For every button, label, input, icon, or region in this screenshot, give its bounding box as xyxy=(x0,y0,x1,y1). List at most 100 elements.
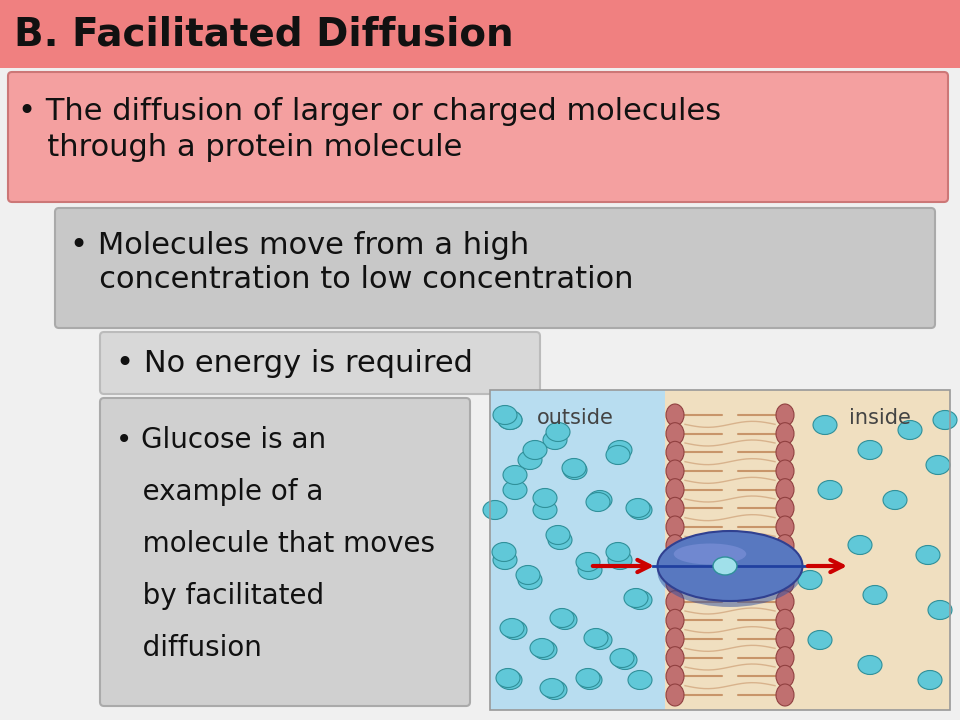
Ellipse shape xyxy=(584,629,608,647)
Ellipse shape xyxy=(776,665,794,688)
Ellipse shape xyxy=(858,655,882,675)
Text: B. Facilitated Diffusion: B. Facilitated Diffusion xyxy=(14,15,514,53)
Ellipse shape xyxy=(776,423,794,445)
Ellipse shape xyxy=(550,608,574,628)
Ellipse shape xyxy=(518,570,542,590)
Text: concentration to low concentration: concentration to low concentration xyxy=(70,266,634,294)
Ellipse shape xyxy=(933,410,957,430)
Ellipse shape xyxy=(848,536,872,554)
Ellipse shape xyxy=(863,585,887,605)
FancyBboxPatch shape xyxy=(55,208,935,328)
Ellipse shape xyxy=(776,498,794,519)
Ellipse shape xyxy=(798,570,822,590)
Ellipse shape xyxy=(813,415,837,434)
Ellipse shape xyxy=(666,423,684,445)
Ellipse shape xyxy=(562,459,586,477)
Bar xyxy=(795,390,950,710)
Ellipse shape xyxy=(608,551,632,570)
Ellipse shape xyxy=(776,590,794,613)
Ellipse shape xyxy=(493,405,517,425)
Ellipse shape xyxy=(666,647,684,669)
Ellipse shape xyxy=(546,526,570,544)
Ellipse shape xyxy=(516,565,540,585)
Ellipse shape xyxy=(498,410,522,430)
Ellipse shape xyxy=(610,649,634,667)
Ellipse shape xyxy=(493,551,517,570)
Ellipse shape xyxy=(606,542,630,562)
Ellipse shape xyxy=(588,490,612,510)
Text: through a protein molecule: through a protein molecule xyxy=(18,133,463,163)
Text: • No energy is required: • No energy is required xyxy=(116,348,473,377)
Ellipse shape xyxy=(666,404,684,426)
Ellipse shape xyxy=(666,684,684,706)
Ellipse shape xyxy=(503,480,527,500)
Ellipse shape xyxy=(503,621,527,639)
Ellipse shape xyxy=(818,480,842,500)
Ellipse shape xyxy=(883,490,907,510)
Ellipse shape xyxy=(628,670,652,690)
Ellipse shape xyxy=(776,647,794,669)
Ellipse shape xyxy=(666,498,684,519)
Ellipse shape xyxy=(483,500,507,520)
FancyBboxPatch shape xyxy=(100,332,540,394)
Ellipse shape xyxy=(666,460,684,482)
Ellipse shape xyxy=(666,554,684,575)
Bar xyxy=(0,0,960,68)
Text: example of a: example of a xyxy=(116,478,324,506)
Ellipse shape xyxy=(666,609,684,631)
Ellipse shape xyxy=(666,572,684,594)
Ellipse shape xyxy=(608,441,632,459)
Ellipse shape xyxy=(613,650,637,670)
Text: • The diffusion of larger or charged molecules: • The diffusion of larger or charged mol… xyxy=(18,97,721,127)
Ellipse shape xyxy=(808,631,832,649)
Ellipse shape xyxy=(918,670,942,690)
Text: diffusion: diffusion xyxy=(116,634,262,662)
Bar xyxy=(665,390,795,710)
Ellipse shape xyxy=(533,500,557,520)
Ellipse shape xyxy=(776,554,794,575)
Ellipse shape xyxy=(563,461,587,480)
Ellipse shape xyxy=(533,488,557,508)
Ellipse shape xyxy=(776,460,794,482)
Ellipse shape xyxy=(540,678,564,698)
Ellipse shape xyxy=(553,611,577,629)
Bar xyxy=(490,390,665,710)
Ellipse shape xyxy=(523,441,547,459)
Ellipse shape xyxy=(926,456,950,474)
Text: • Molecules move from a high: • Molecules move from a high xyxy=(70,230,529,259)
Ellipse shape xyxy=(503,466,527,485)
Ellipse shape xyxy=(666,535,684,557)
Ellipse shape xyxy=(666,516,684,538)
Ellipse shape xyxy=(776,479,794,500)
Ellipse shape xyxy=(776,572,794,594)
FancyBboxPatch shape xyxy=(8,72,948,202)
Text: outside: outside xyxy=(537,408,613,428)
Text: • Glucose is an: • Glucose is an xyxy=(116,426,326,454)
Ellipse shape xyxy=(916,546,940,564)
Ellipse shape xyxy=(533,641,557,660)
Ellipse shape xyxy=(578,560,602,580)
Ellipse shape xyxy=(776,628,794,650)
Ellipse shape xyxy=(858,441,882,459)
FancyBboxPatch shape xyxy=(100,398,470,706)
Ellipse shape xyxy=(498,410,522,430)
Ellipse shape xyxy=(776,441,794,464)
Ellipse shape xyxy=(576,552,600,572)
Ellipse shape xyxy=(713,557,737,575)
Ellipse shape xyxy=(606,446,630,464)
Ellipse shape xyxy=(548,531,572,549)
Text: molecule that moves: molecule that moves xyxy=(116,530,435,558)
Ellipse shape xyxy=(776,684,794,706)
Ellipse shape xyxy=(628,590,652,610)
Ellipse shape xyxy=(666,441,684,464)
Ellipse shape xyxy=(776,535,794,557)
Bar xyxy=(490,390,950,710)
Text: by facilitated: by facilitated xyxy=(116,582,324,610)
Ellipse shape xyxy=(543,680,567,700)
Ellipse shape xyxy=(928,600,952,619)
Ellipse shape xyxy=(666,590,684,613)
Ellipse shape xyxy=(628,500,652,520)
Ellipse shape xyxy=(500,618,524,637)
Ellipse shape xyxy=(776,404,794,426)
Ellipse shape xyxy=(498,670,522,690)
